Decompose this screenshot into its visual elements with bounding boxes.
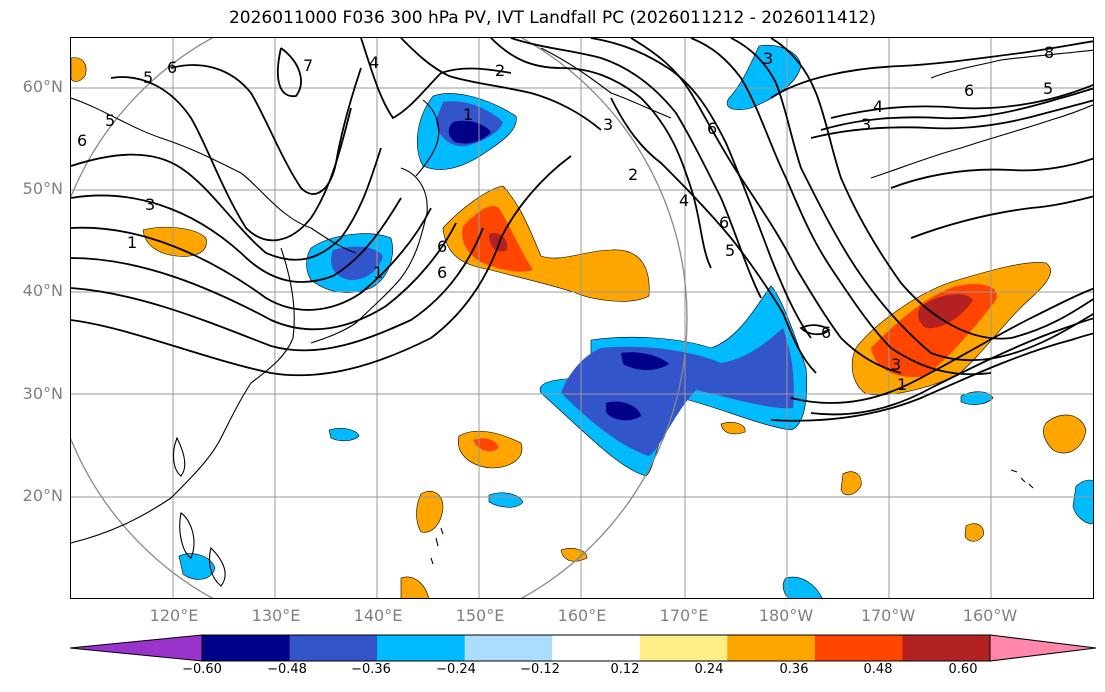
contour-label: 5 bbox=[105, 111, 115, 130]
contour-label: 6 bbox=[167, 58, 177, 77]
contour-label: 4 bbox=[679, 191, 689, 210]
lon-label-150e: 150°E bbox=[455, 606, 505, 625]
anomaly-region-small-neg-1 bbox=[328, 428, 360, 442]
anomaly-region-small-neg-2 bbox=[488, 492, 524, 508]
colorbar-segment bbox=[202, 635, 291, 661]
lon-label-170e: 170°E bbox=[659, 606, 709, 625]
contour-label: 4 bbox=[369, 53, 379, 72]
anomaly-region-small-pos-6 bbox=[400, 576, 429, 598]
contour-label: 6 bbox=[437, 237, 447, 256]
map-panel: 6 5 5 6 3 1 7 4 2 1 6 2 4 6 5 3 6 3 8 6 … bbox=[70, 37, 1094, 599]
contour-label: 7 bbox=[303, 56, 313, 75]
colorbar-segment bbox=[377, 635, 466, 661]
colorbar bbox=[69, 634, 1097, 662]
colorbar-extend-high bbox=[989, 634, 1097, 662]
colorbar-tick-label: −0.60 bbox=[182, 662, 222, 677]
colorbar-segment bbox=[289, 635, 378, 661]
contour-label: 3 bbox=[891, 355, 901, 374]
contour-label: 6 bbox=[821, 323, 831, 342]
contour-label: 3 bbox=[763, 49, 773, 68]
colorbar-segment bbox=[902, 635, 991, 661]
pv-contours bbox=[71, 38, 1093, 422]
contour-label: 1 bbox=[463, 105, 473, 124]
lon-label-120e: 120°E bbox=[149, 606, 199, 625]
lat-label-50: 50°N bbox=[22, 179, 63, 198]
anomaly-region-small-neg-4 bbox=[960, 391, 994, 405]
lat-label-30: 30°N bbox=[22, 384, 63, 403]
colorbar-tick-label: 0.12 bbox=[610, 662, 640, 677]
contour-label: 6 bbox=[437, 263, 447, 282]
contour-label: 5 bbox=[1043, 79, 1053, 98]
colorbar-segment bbox=[814, 635, 903, 661]
contour-label: 1 bbox=[373, 263, 383, 282]
coastlines bbox=[71, 47, 1093, 587]
contour-label: 3 bbox=[603, 115, 613, 134]
lat-label-20: 20°N bbox=[22, 486, 63, 505]
colorbar-tick-label: −0.48 bbox=[267, 662, 307, 677]
colorbar-tick-label: −0.36 bbox=[351, 662, 391, 677]
anomaly-region-small-pos-2 bbox=[416, 491, 444, 533]
colorbar-tick-label: 0.24 bbox=[694, 662, 724, 677]
anomaly-region-dateline-pos-peak bbox=[918, 294, 973, 329]
contour-label: 4 bbox=[873, 97, 883, 116]
contour-label: 5 bbox=[725, 241, 735, 260]
positive-anomaly-shading bbox=[71, 57, 1087, 598]
contour-label: 3 bbox=[145, 195, 155, 214]
lon-label-130e: 130°E bbox=[251, 606, 301, 625]
anomaly-region-small-pos-3 bbox=[1043, 414, 1087, 454]
colorbar-extend-low bbox=[69, 634, 203, 662]
contour-label: 3 bbox=[861, 115, 871, 134]
contour-label: 6 bbox=[719, 213, 729, 232]
map-title: 2026011000 F036 300 hPa PV, IVT Landfall… bbox=[228, 8, 876, 28]
colorbar-segment bbox=[639, 635, 728, 661]
anomaly-region-central-pacific-neg-core bbox=[561, 328, 794, 456]
contour-label: 1 bbox=[127, 233, 137, 252]
anomaly-region-hawaii-neg bbox=[1072, 479, 1093, 524]
contour-label: 2 bbox=[628, 165, 638, 184]
anomaly-region-small-pos-4 bbox=[840, 471, 862, 496]
colorbar-segment bbox=[464, 635, 553, 661]
colorbar-outline bbox=[201, 634, 991, 662]
anomaly-region-central-pacific-neg-peak bbox=[606, 352, 669, 421]
anomaly-region-small-pos-5 bbox=[964, 523, 984, 542]
contour-label: 1 bbox=[897, 375, 907, 394]
contour-label: 2 bbox=[495, 61, 505, 80]
contour-labels: 6 5 5 6 3 1 7 4 2 1 6 2 4 6 5 3 6 3 8 6 … bbox=[77, 43, 1054, 394]
anomaly-region-kamchatka-neg-peak bbox=[448, 120, 491, 144]
lat-label-40: 40°N bbox=[22, 281, 63, 300]
contour-label: 8 bbox=[1044, 43, 1054, 62]
anomaly-region-west-pos bbox=[142, 226, 207, 257]
contour-label: 6 bbox=[77, 131, 87, 150]
anomaly-region-small-pos-7 bbox=[71, 57, 87, 82]
lon-label-170w: 170°W bbox=[860, 606, 916, 625]
colorbar-tick-label: 0.48 bbox=[863, 662, 893, 677]
graticule bbox=[71, 38, 1093, 598]
contour-label: 6 bbox=[964, 81, 974, 100]
negative-anomaly-shading bbox=[178, 45, 1093, 598]
lon-label-140e: 140°E bbox=[353, 606, 403, 625]
lon-label-180w: 180°W bbox=[758, 606, 814, 625]
colorbar-tick-label: −0.24 bbox=[436, 662, 476, 677]
lat-label-60: 60°N bbox=[22, 77, 63, 96]
map-canvas: 6 5 5 6 3 1 7 4 2 1 6 2 4 6 5 3 6 3 8 6 … bbox=[71, 38, 1093, 598]
colorbar-segment bbox=[727, 635, 816, 661]
anomaly-region-ne-neg bbox=[726, 45, 802, 110]
colorbar-tick-label: 0.36 bbox=[779, 662, 809, 677]
contour-label: 5 bbox=[143, 68, 153, 87]
colorbar-tick-label: 0.60 bbox=[948, 662, 978, 677]
anomaly-region-small-pos-9 bbox=[720, 422, 746, 435]
colorbar-tick-label: −0.12 bbox=[520, 662, 560, 677]
colorbar-segment bbox=[552, 635, 641, 661]
lon-label-160e: 160°E bbox=[557, 606, 607, 625]
anomaly-region-japan-sea-neg-core bbox=[331, 246, 383, 280]
anomaly-region-japan-pos-peak bbox=[489, 232, 508, 252]
contour-label: 6 bbox=[707, 119, 717, 138]
landfall-radius-circle bbox=[71, 38, 688, 598]
lon-label-160w: 160°W bbox=[962, 606, 1018, 625]
anomaly-region-small-neg-5 bbox=[782, 576, 823, 598]
